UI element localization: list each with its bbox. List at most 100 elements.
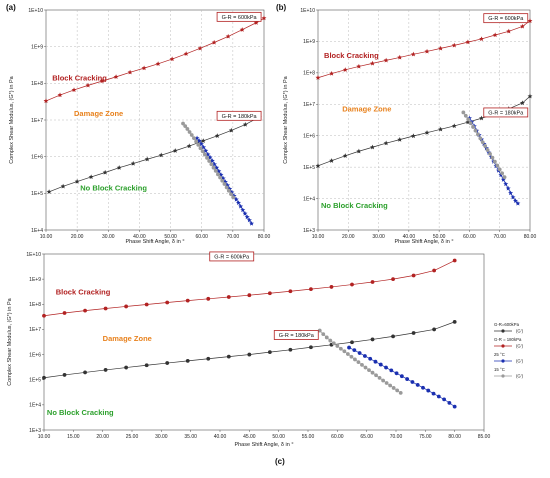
- data-point: [85, 82, 91, 88]
- data-point: [353, 357, 357, 362]
- threshold-label-box: [273, 330, 319, 340]
- data-point: [368, 356, 373, 361]
- data-point: [485, 148, 490, 152]
- data-point: [383, 140, 389, 146]
- y-tick-label: 1E+8: [303, 71, 315, 77]
- data-point: [233, 196, 239, 202]
- data-point: [506, 28, 512, 34]
- x-tick-label: 50.00: [433, 234, 446, 240]
- x-tick-label: 50.00: [164, 234, 177, 240]
- data-point: [451, 123, 457, 129]
- y-tick-label: 1E+5: [31, 191, 43, 197]
- zone-annotation: Damage Zone: [74, 109, 123, 118]
- data-point: [370, 144, 375, 150]
- data-point: [240, 207, 246, 213]
- data-point: [438, 126, 444, 132]
- data-point: [62, 373, 67, 377]
- data-point: [261, 15, 267, 21]
- legend-label: 15 °C: [494, 367, 505, 372]
- legend-sub-label: (G'): [516, 359, 524, 364]
- data-point: [478, 136, 483, 141]
- data-point: [410, 380, 415, 384]
- data-point: [497, 167, 502, 172]
- data-point: [398, 390, 403, 395]
- data-point: [244, 214, 250, 220]
- data-point: [505, 185, 511, 191]
- chart-panel-1: 1E+4 1E+5 1E+6 1E+7 1E+8 1E+9 1E+10 10.00 20.00 3…: [6, 3, 270, 245]
- y-tick-label: 1E+3: [303, 228, 315, 234]
- data-point: [495, 163, 500, 168]
- data-point: [367, 368, 371, 373]
- x-tick-label: 70.00: [227, 234, 240, 240]
- data-point: [238, 203, 244, 209]
- legend-label: G-R = 180kPa: [494, 337, 522, 342]
- data-point: [515, 200, 521, 206]
- zone-annotation: No Block Cracking: [47, 408, 114, 417]
- data-point: [349, 354, 354, 359]
- data-point: [213, 168, 218, 173]
- y-tick-label: 1E+4: [29, 403, 41, 409]
- y-tick-label: 1E+10: [300, 8, 315, 14]
- zone-annotation: No Block Cracking: [321, 201, 388, 210]
- data-point: [113, 74, 119, 79]
- data-point: [347, 345, 351, 350]
- data-point: [220, 178, 225, 183]
- data-point: [225, 33, 231, 39]
- legend-marker: [501, 374, 505, 378]
- data-point: [352, 348, 357, 353]
- y-tick-label: 1E+4: [303, 196, 315, 202]
- data-point: [187, 130, 192, 134]
- x-tick-label: 40.00: [133, 234, 146, 240]
- threshold-label-box: [483, 13, 529, 24]
- data-point: [350, 282, 354, 287]
- data-point: [342, 349, 347, 354]
- data-point: [74, 178, 80, 184]
- data-point: [356, 148, 362, 154]
- data-point: [519, 100, 525, 106]
- legend-marker: [501, 329, 505, 333]
- x-tick-label: 20.00: [342, 234, 355, 240]
- data-point: [356, 63, 362, 69]
- threshold-label: G-R = 180kPa: [279, 333, 315, 339]
- x-axis-label: Phase Shift Angle, δ in °: [394, 239, 453, 245]
- data-point: [155, 61, 161, 66]
- data-point: [373, 359, 378, 364]
- x-tick-label: 70.00: [390, 434, 403, 440]
- data-point: [483, 144, 488, 148]
- legend-sub-label: (G'): [516, 344, 524, 349]
- legend-sub-label: (G'): [516, 374, 524, 379]
- data-point: [209, 158, 215, 163]
- data-point: [200, 149, 205, 154]
- data-point: [62, 311, 67, 315]
- data-point: [500, 171, 505, 176]
- data-point: [391, 277, 395, 282]
- x-tick-label: 80.00: [258, 234, 271, 240]
- data-point: [42, 375, 46, 380]
- data-point: [196, 142, 201, 147]
- data-point: [384, 381, 389, 385]
- data-point: [116, 165, 122, 170]
- data-point: [370, 280, 375, 284]
- data-point: [206, 356, 211, 361]
- y-tick-label: 1E+9: [31, 44, 43, 50]
- x-tick-label: 30.00: [372, 234, 385, 240]
- data-point: [377, 376, 382, 380]
- x-tick-label: 30.00: [102, 234, 115, 240]
- data-point: [60, 183, 66, 189]
- data-point: [194, 135, 200, 141]
- x-axis-label: Phase Shift Angle, δ in °: [234, 442, 293, 448]
- data-point: [399, 374, 404, 379]
- data-point: [395, 388, 400, 393]
- data-point: [202, 152, 207, 157]
- data-point: [329, 158, 335, 163]
- data-point: [102, 169, 108, 175]
- data-point: [452, 319, 457, 324]
- data-point: [194, 139, 199, 144]
- y-tick-label: 1E+5: [303, 165, 315, 171]
- data-point: [389, 368, 394, 373]
- data-point: [315, 163, 321, 168]
- data-point: [384, 365, 388, 370]
- y-axis-label: Complex Shear Modulus, (G*) in Pa: [7, 297, 13, 385]
- legend-sub-label: (G'): [516, 329, 524, 334]
- x-tick-label: 25.00: [126, 434, 139, 440]
